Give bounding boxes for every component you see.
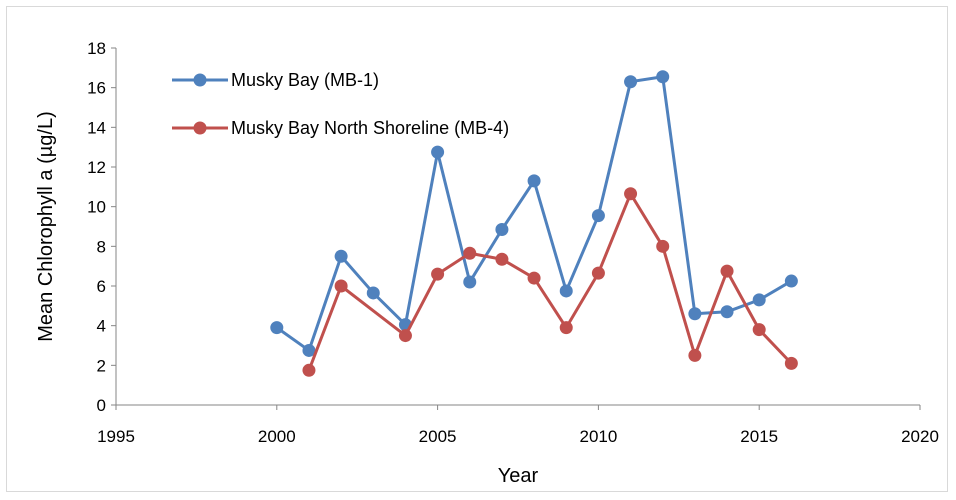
legend-item-2: Musky Bay North Shoreline (MB-4) <box>172 118 509 138</box>
y-tick-label: 4 <box>97 317 106 336</box>
data-point <box>656 239 670 253</box>
data-point <box>688 307 702 321</box>
data-point <box>270 321 284 335</box>
data-point <box>784 274 798 288</box>
data-point <box>752 293 766 307</box>
y-tick-label: 8 <box>97 237 106 256</box>
y-tick-label: 2 <box>97 356 106 375</box>
x-tick-label: 2015 <box>740 427 778 446</box>
data-point <box>302 343 316 357</box>
data-point <box>495 252 509 266</box>
data-point <box>720 264 734 278</box>
x-tick-label: 2010 <box>579 427 617 446</box>
y-tick-label: 18 <box>87 39 106 58</box>
data-point <box>559 321 573 335</box>
data-point <box>431 267 445 281</box>
data-point <box>591 266 605 280</box>
x-axis-title: Year <box>498 465 539 487</box>
data-point <box>527 271 541 285</box>
data-point <box>688 348 702 362</box>
y-tick-label: 6 <box>97 277 106 296</box>
series-line <box>307 192 793 371</box>
x-tick-label: 2000 <box>258 427 296 446</box>
data-point <box>334 249 348 263</box>
data-point <box>431 145 445 159</box>
data-point <box>463 275 477 289</box>
data-point <box>624 75 638 89</box>
y-tick-label: 14 <box>87 118 106 137</box>
legend-label: Musky Bay (MB-1) <box>231 70 379 90</box>
x-tick-label: 1995 <box>97 427 135 446</box>
legend-swatch-marker <box>193 121 207 135</box>
x-tick-label: 2020 <box>901 427 939 446</box>
data-point <box>495 222 509 236</box>
series-2 <box>302 187 798 377</box>
legend-label: Musky Bay North Shoreline (MB-4) <box>231 118 509 138</box>
y-tick-label: 0 <box>97 396 106 415</box>
y-tick-label: 12 <box>87 158 106 177</box>
series-1 <box>270 70 798 357</box>
chart-frame <box>6 6 948 492</box>
y-axis-title: Mean Chlorophyll a (µg/L) <box>35 111 57 342</box>
data-point <box>334 279 348 293</box>
data-point <box>656 70 670 84</box>
data-point <box>591 209 605 223</box>
data-point <box>720 305 734 319</box>
x-tick-label: 2005 <box>419 427 457 446</box>
data-point <box>463 246 477 260</box>
y-tick-label: 16 <box>87 79 106 98</box>
data-point <box>302 363 316 377</box>
data-point <box>784 356 798 370</box>
data-point <box>366 286 380 300</box>
legend-item-1: Musky Bay (MB-1) <box>172 70 379 90</box>
series-layer <box>270 70 798 377</box>
data-point <box>559 284 573 298</box>
data-point <box>398 329 412 343</box>
data-point <box>624 187 638 201</box>
data-point <box>752 323 766 337</box>
data-point <box>527 174 541 188</box>
y-tick-label: 10 <box>87 198 106 217</box>
legend-swatch-marker <box>193 73 207 87</box>
legend: Musky Bay (MB-1) Musky Bay North Shorelin… <box>172 70 509 138</box>
axes: 0 2 4 6 8 10 12 14 16 18 1995 2000 2005 2010 2015 2020 <box>87 39 939 446</box>
